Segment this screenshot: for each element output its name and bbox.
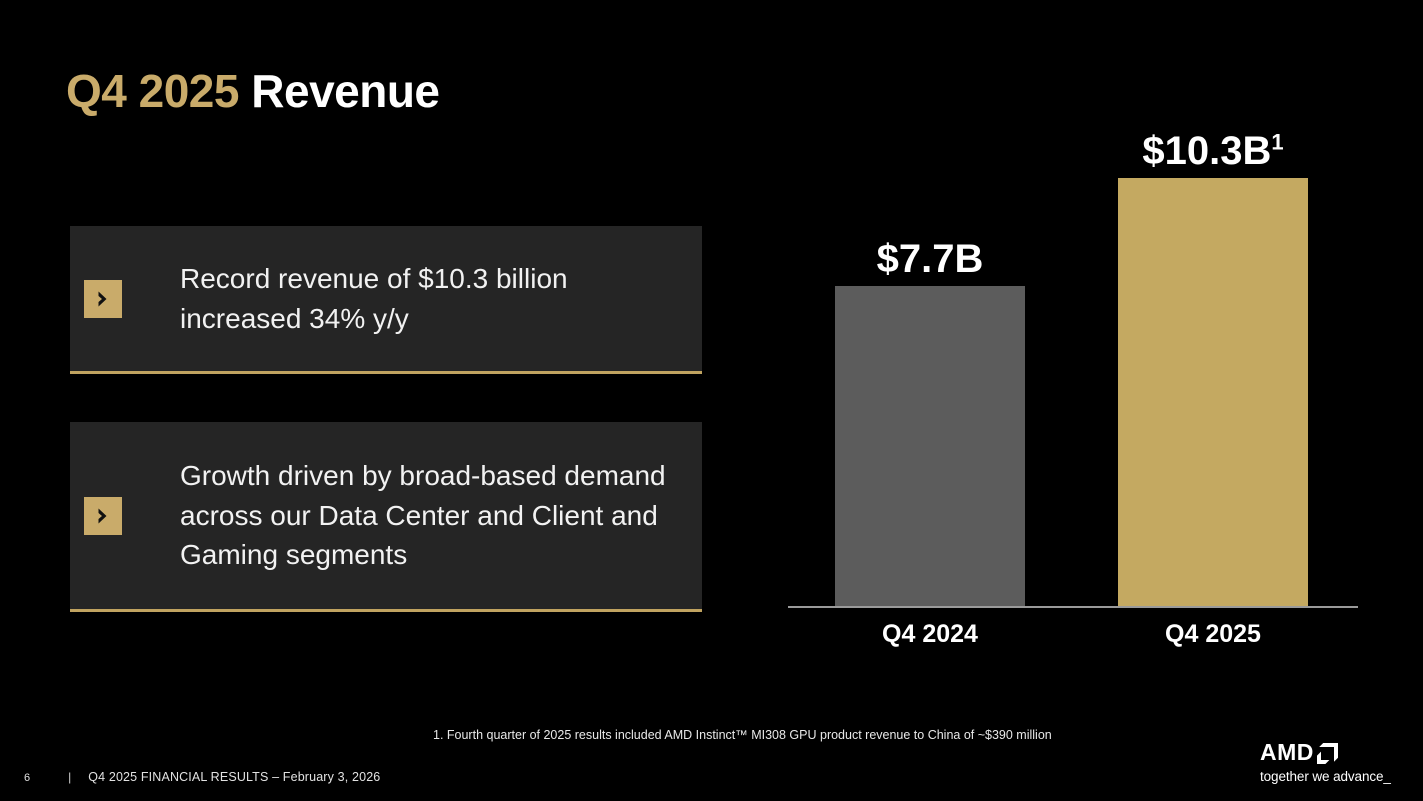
- bullet-item-1: Record revenue of $10.3 billion increase…: [70, 226, 702, 374]
- footer-separator: |: [68, 770, 72, 784]
- bar-q4-2025: [1118, 178, 1308, 606]
- chart-plot-area: $7.7B $10.3B1: [788, 129, 1358, 608]
- bar-value-label-q4-2025: $10.3B1: [1142, 129, 1284, 173]
- amd-wordmark-row: AMD: [1260, 739, 1405, 765]
- category-label-q4-2025: Q4 2025: [1165, 620, 1261, 648]
- chevron-right-icon: [84, 279, 122, 318]
- bullet-item-2-label: Growth driven by broad-based demand acro…: [180, 459, 666, 571]
- footnote: 1. Fourth quarter of 2025 results includ…: [433, 728, 1052, 742]
- page-title: Q4 2025 Revenue: [66, 64, 440, 118]
- bar-value-label-q4-2024: $7.7B: [876, 237, 984, 281]
- revenue-bar-chart: $7.7B $10.3B1 Q4 2024 Q4 2025: [788, 129, 1358, 670]
- bullet-list: Record revenue of $10.3 billion increase…: [70, 226, 702, 612]
- amd-logo: AMD together we advance_: [1260, 739, 1405, 784]
- page-number: 6: [24, 772, 31, 784]
- amd-arrow-icon: [1316, 743, 1338, 769]
- bar-q4-2024: [835, 286, 1025, 606]
- chart-axis-line: [788, 606, 1358, 608]
- amd-wordmark-text: AMD: [1260, 739, 1314, 765]
- footer: 6 | Q4 2025 FINANCIAL RESULTS – February…: [24, 770, 380, 784]
- amd-tagline: together we advance_: [1260, 769, 1391, 784]
- page-title-accent: Q4 2025: [66, 65, 239, 117]
- chart-category-labels: Q4 2024 Q4 2025: [788, 620, 1358, 660]
- footer-meta: Q4 2025 FINANCIAL RESULTS – February 3, …: [88, 770, 381, 784]
- bullet-item-2: Growth driven by broad-based demand acro…: [70, 422, 702, 612]
- chevron-right-icon: [84, 496, 122, 535]
- page-title-plain: Revenue: [251, 65, 440, 117]
- category-label-q4-2024: Q4 2024: [882, 620, 978, 648]
- bullet-item-1-label: Record revenue of $10.3 billion increase…: [180, 262, 568, 334]
